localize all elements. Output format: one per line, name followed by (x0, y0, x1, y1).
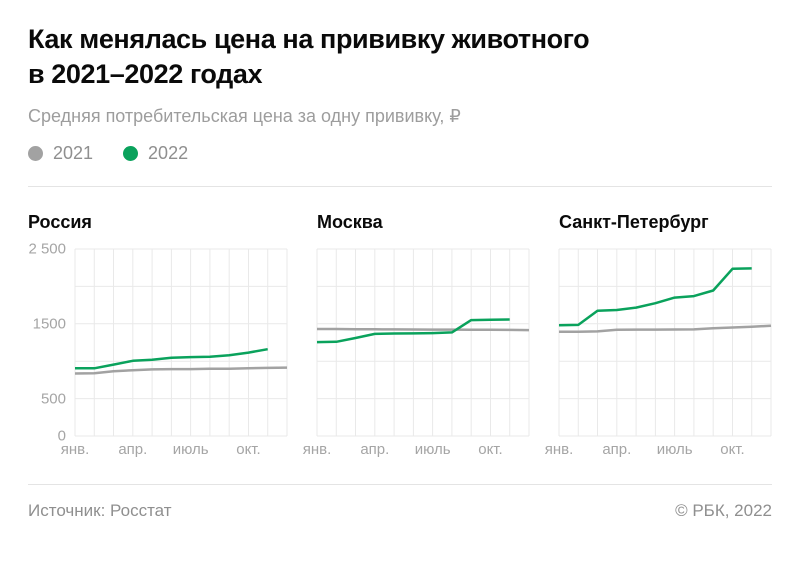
y-axis-labels: 2 500 1500 500 0 (28, 241, 66, 445)
y-tick-label: 2 500 (28, 240, 66, 258)
chart-saint-petersburg: Санкт-Петербург янв. апр. июль окт. (545, 187, 772, 461)
chart-plot-svg (316, 248, 530, 437)
charts-row: Россия 2 500 1500 500 0 янв. апр. июль окт. Мо… (28, 187, 772, 461)
chart-title-saint-petersburg: Санкт-Петербург (559, 212, 709, 232)
chart-gridlines (558, 248, 772, 437)
chart-gridlines (74, 248, 288, 437)
x-axis-labels: янв. апр. июль окт. (61, 441, 287, 461)
infographic-page: Как менялась цена на прививку животного … (0, 22, 800, 566)
page-subtitle: Средняя потребительская цена за одну при… (28, 106, 461, 126)
copyright-credit: © РБК, 2022 (675, 501, 772, 520)
page-title-line-2: в 2021–2022 годах (28, 59, 263, 89)
chart-title-moscow: Москва (317, 212, 383, 232)
series-2021-line (74, 366, 288, 375)
chart-plot-wrap: 2 500 1500 500 0 янв. апр. июль окт. (28, 241, 288, 461)
legend-label-2021: 2021 (53, 143, 94, 163)
chart-russia: Россия 2 500 1500 500 0 янв. апр. июль окт. (28, 187, 288, 461)
source-credit: Источник: Росстат (28, 501, 172, 520)
page-title-line-1: Как менялась цена на прививку животного (28, 24, 590, 54)
series-2022-line (75, 347, 268, 370)
chart-plot-area (74, 248, 288, 437)
series-2021-line (559, 324, 772, 333)
x-tick-label: окт. (236, 441, 261, 458)
x-tick-label: июль (656, 441, 693, 458)
chart-gridlines (316, 248, 530, 437)
series-2021-line (317, 327, 530, 332)
x-tick-label: янв. (60, 441, 90, 458)
footer: Источник: Росстат © РБК, 2022 (28, 501, 772, 521)
x-tick-label: июль (172, 441, 209, 458)
x-tick-label: окт. (478, 441, 503, 458)
legend-label-2022: 2022 (148, 143, 189, 163)
x-axis-labels: янв. апр. июль окт. (303, 441, 529, 461)
x-tick-label: окт. (720, 441, 745, 458)
legend-dot-2021-icon (28, 146, 43, 161)
legend-item-2022: 2022 (123, 143, 188, 164)
chart-plot-wrap: янв. апр. июль окт. (303, 248, 530, 461)
chart-plot-area (558, 248, 772, 437)
chart-plot-svg (558, 248, 772, 437)
x-tick-label: июль (414, 441, 451, 458)
y-tick-label: 1500 (32, 315, 66, 333)
x-tick-label: апр. (602, 441, 632, 458)
x-tick-label: апр. (118, 441, 148, 458)
legend-dot-2022-icon (123, 146, 139, 161)
x-axis-labels: янв. апр. июль окт. (545, 441, 771, 461)
legend-item-2021: 2021 (28, 143, 93, 164)
chart-plot-wrap: янв. апр. июль окт. (545, 248, 772, 461)
x-tick-label: янв. (302, 441, 332, 458)
chart-plot-svg (74, 248, 288, 437)
chart-moscow: Москва янв. апр. июль окт. (303, 187, 530, 461)
bottom-divider (28, 484, 772, 485)
chart-legend: 2021 2022 (28, 143, 772, 164)
x-tick-label: янв. (544, 441, 574, 458)
top-divider (28, 186, 772, 187)
page-title: Как менялась цена на прививку животного … (28, 22, 772, 92)
x-tick-label: апр. (360, 441, 390, 458)
chart-plot-area (316, 248, 530, 437)
y-tick-label: 0 (57, 427, 66, 445)
y-tick-label: 500 (40, 390, 66, 408)
series-2022-line (558, 267, 752, 327)
chart-title-russia: Россия (28, 212, 92, 232)
series-2022-line (316, 318, 510, 344)
